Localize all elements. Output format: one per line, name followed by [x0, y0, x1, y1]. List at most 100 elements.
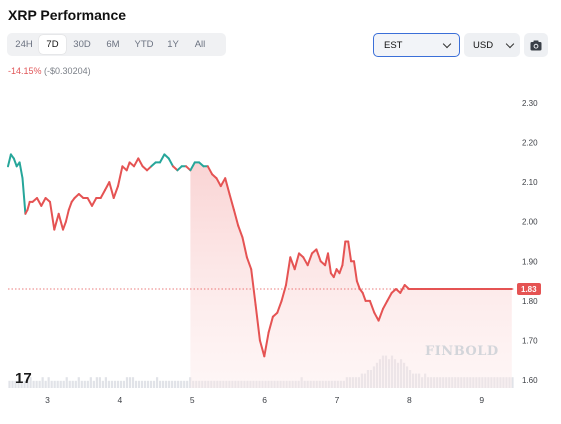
price-line-segment [241, 236, 248, 259]
y-tick-label: 2.30 [522, 99, 538, 108]
volume-bar [41, 377, 44, 388]
price-line-segment [289, 256, 296, 271]
volume-bar [23, 380, 26, 388]
volume-bar [92, 380, 95, 388]
price-area-fill [190, 162, 512, 388]
price-line-segment [341, 240, 347, 267]
volume-bar [83, 380, 86, 388]
x-tick-label: 8 [407, 395, 412, 405]
price-line-segment [86, 197, 93, 207]
price-line-segment [293, 252, 300, 271]
volume-bar [107, 380, 110, 388]
volume-bar [14, 380, 17, 388]
volume-bar [32, 380, 35, 388]
volume-bar [74, 380, 77, 388]
price-line-segment [189, 161, 196, 172]
screenshot-button[interactable] [524, 33, 548, 57]
range-tab-30d[interactable]: 30D [73, 39, 91, 50]
time-range-selector: 24H 7D 30D 6M YTD 1Y All [7, 33, 226, 56]
chevron-down-icon [442, 39, 452, 48]
volume-bar [38, 380, 41, 388]
range-tab-24h[interactable]: 24H [15, 39, 33, 50]
x-tick-label: 9 [479, 395, 484, 405]
y-tick-label: 2.10 [522, 178, 538, 187]
chevron-down-icon [505, 39, 515, 48]
volume-bar [119, 380, 123, 388]
volume-bar [44, 380, 47, 388]
volume-bar [125, 377, 129, 388]
price-line-segment [206, 165, 214, 176]
price-line-segment [315, 248, 322, 263]
timezone-select[interactable]: EST [373, 33, 460, 57]
price-line-segment [276, 299, 283, 314]
currency-select[interactable]: USD [464, 33, 520, 57]
volume-bar [77, 377, 80, 388]
price-line-segment [7, 153, 12, 168]
range-tab-all[interactable]: All [194, 39, 206, 50]
price-line-segment [347, 240, 353, 263]
volume-bar [171, 380, 174, 388]
volume-bar [140, 380, 144, 388]
volume-bar [116, 380, 120, 388]
volume-bar [50, 380, 53, 388]
volume-bar [101, 380, 104, 388]
price-line-segment [26, 200, 31, 211]
volume-bar [29, 377, 32, 388]
change-absolute: (-$0.30204) [44, 66, 91, 76]
y-tick-label: 1.80 [522, 297, 538, 306]
price-line-segment [159, 153, 166, 164]
range-tab-7d[interactable]: 7D [39, 35, 66, 54]
price-line-segment [18, 161, 24, 180]
volume-bar [113, 380, 117, 388]
x-tick-label: 7 [335, 395, 340, 405]
price-line-segment [377, 307, 384, 322]
range-tab-1y[interactable]: 1Y [167, 39, 179, 50]
price-line-segment [386, 291, 393, 302]
x-tick-label: 4 [118, 395, 123, 405]
volume-bar [189, 377, 192, 388]
volume-bar [89, 377, 92, 388]
y-tick-label: 1.60 [522, 376, 538, 385]
volume-bar [180, 380, 183, 388]
price-line-segment [117, 165, 124, 188]
change-percent: -14.15% [8, 66, 42, 76]
volume-bar [162, 380, 165, 388]
price-line-segment [36, 197, 43, 207]
volume-bar [59, 380, 62, 388]
timezone-value: EST [384, 39, 403, 51]
volume-bar [62, 380, 65, 388]
tradingview-logo[interactable]: 17 [15, 370, 32, 387]
y-tick-label: 2.00 [522, 218, 538, 227]
volume-bar [80, 380, 83, 388]
price-line-segment [355, 280, 361, 290]
price-line-segment [373, 311, 380, 322]
volume-bar [146, 380, 150, 388]
range-tab-6m[interactable]: 6M [106, 39, 120, 50]
volume-bar [159, 380, 162, 388]
price-line-segment [353, 260, 358, 283]
price-line-segment [237, 224, 244, 239]
volume-bar [71, 380, 74, 388]
price-line-segment [108, 181, 115, 199]
range-tab-ytd[interactable]: YTD [134, 39, 154, 50]
volume-bar [35, 380, 38, 388]
current-price-label: 1.83 [521, 285, 537, 294]
volume-bar [11, 380, 14, 388]
price-line-segment [219, 177, 227, 188]
price-line-segment [104, 181, 111, 192]
price-line-segment [302, 256, 309, 267]
currency-value: USD [473, 39, 494, 51]
volume-bar [149, 380, 153, 388]
volume-bar [56, 380, 59, 388]
price-line-segment [167, 157, 174, 168]
price-line-segment [62, 220, 67, 231]
price-line-segment [21, 177, 27, 215]
y-tick-label: 1.90 [522, 257, 538, 266]
volume-bar [177, 380, 180, 388]
price-line-segment [232, 208, 240, 227]
volume-bar [26, 377, 29, 388]
price-chart[interactable]: 2.30 2.20 2.10 2.00 1.90 1.80 1.70 1.60 3 4 5 6 7 8 9… [0, 90, 561, 424]
price-line-segment [263, 331, 270, 358]
price-line-segment [258, 339, 266, 358]
price-line-segment [112, 185, 119, 199]
